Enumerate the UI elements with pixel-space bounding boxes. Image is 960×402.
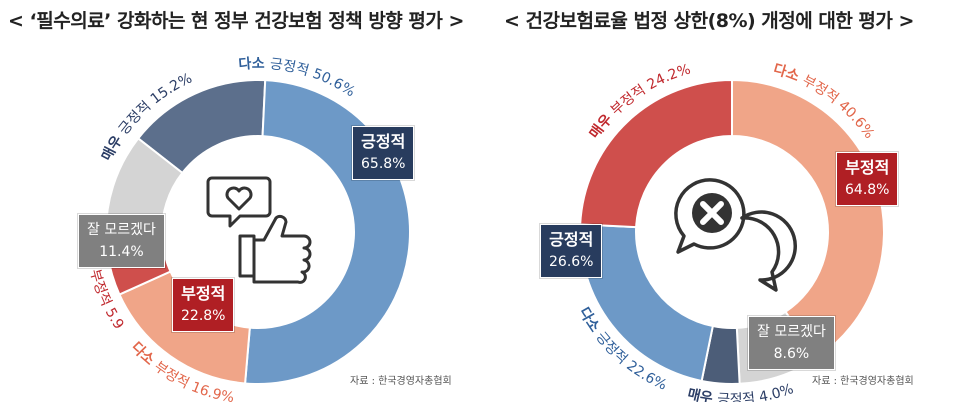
box-value: 64.8%	[845, 182, 890, 198]
source-note-left: 자료 : 한국경영자총협회	[350, 376, 452, 387]
box-label: 부정적	[181, 284, 226, 303]
box-value: 26.6%	[549, 254, 594, 270]
unsure-box-right: 잘 모르겠다 8.6%	[748, 316, 835, 370]
thumbs-up-heart-icon	[206, 176, 312, 284]
box-label: 긍정적	[549, 230, 594, 249]
chart-title-left: < ‘필수의료’ 강화하는 현 정부 건강보험 정책 방향 평가 >	[8, 10, 464, 32]
box-label: 긍정적	[361, 132, 406, 151]
box-label: 부정적	[845, 158, 890, 177]
box-label: 잘 모르겠다	[87, 222, 156, 238]
chart-title-right: < 건강보험료율 법정 상한(8%) 개정에 대한 평가 >	[504, 10, 914, 32]
arc-label: 매우 부정적 5.9%	[0, 0, 127, 332]
box-label: 잘 모르겠다	[757, 324, 826, 340]
donut-slice	[579, 78, 733, 229]
x-mark	[692, 193, 732, 233]
box-value: 22.8%	[181, 308, 226, 324]
unsure-box-left: 잘 모르겠다 11.4%	[78, 214, 165, 268]
donut-right: 매우 부정적 24.2% 다소 부정적 40.6%다소 긍정적 22.6%매우 긍…	[576, 61, 885, 402]
positive-total-box-left: 긍정적 65.8%	[352, 126, 415, 180]
box-value: 65.8%	[361, 156, 406, 172]
negative-total-box-left: 부정적 22.8%	[172, 278, 235, 332]
box-value: 8.6%	[773, 346, 810, 362]
negative-total-box-right: 부정적 64.8%	[836, 152, 899, 206]
positive-total-box-right: 긍정적 26.6%	[540, 224, 603, 278]
speech-bubbles-x-icon	[674, 178, 797, 292]
donut-left: 매우 긍정적 15.2%다소 긍정적 50.6%다소 부정적 16.9%매우 부…	[0, 0, 411, 402]
box-value: 11.4%	[99, 244, 144, 260]
source-note-right: 자료 : 한국경영자총협회	[812, 376, 914, 387]
